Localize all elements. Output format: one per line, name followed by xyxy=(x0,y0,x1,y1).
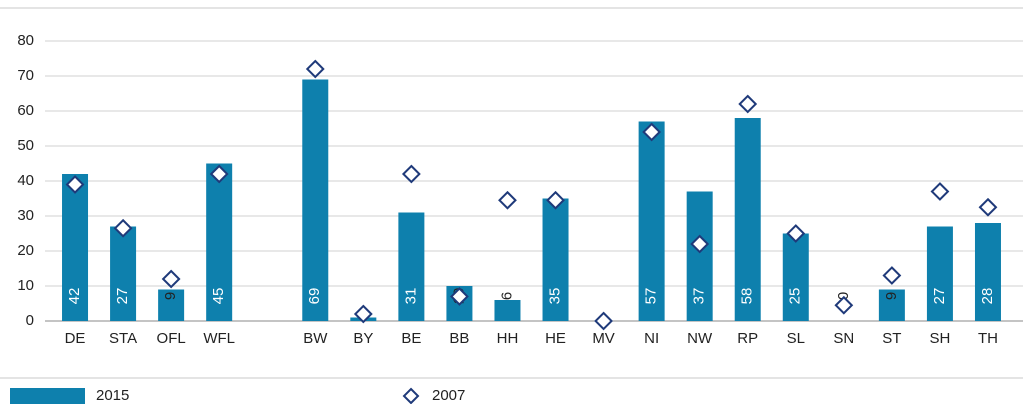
diamond-marker xyxy=(401,164,421,184)
value-label: 25 xyxy=(787,288,804,305)
y-tick-label: 30 xyxy=(17,207,34,224)
value-label: 35 xyxy=(546,288,563,305)
y-tick-label: 0 xyxy=(26,312,34,329)
legend-swatch xyxy=(402,387,420,404)
bar xyxy=(926,226,953,321)
value-label: 9 xyxy=(883,292,900,300)
value-label: 28 xyxy=(979,288,996,305)
x-tick-label: TH xyxy=(978,330,998,347)
bar xyxy=(974,223,1001,321)
x-tick-label: BW xyxy=(303,330,328,347)
value-label: 31 xyxy=(402,288,419,305)
x-tick-label: SN xyxy=(833,330,854,347)
bar xyxy=(62,174,89,321)
y-tick-label: 70 xyxy=(17,67,34,84)
x-tick-label: WFL xyxy=(203,330,235,347)
diamond-marker xyxy=(642,122,662,142)
x-tick-label: NW xyxy=(687,330,713,347)
bar xyxy=(158,289,185,321)
value-label: 0 xyxy=(835,292,852,300)
value-label: 58 xyxy=(739,288,756,305)
x-tick-label: RP xyxy=(737,330,758,347)
bar xyxy=(302,79,329,321)
value-label: 6 xyxy=(498,292,515,300)
value-label: 42 xyxy=(66,288,83,305)
diamond-marker xyxy=(882,266,902,285)
value-label: 9 xyxy=(162,292,179,300)
bar xyxy=(686,191,713,321)
y-tick-label: 80 xyxy=(17,32,34,49)
x-tick-label: DE xyxy=(65,330,86,347)
bar xyxy=(494,300,521,321)
y-tick-label: 20 xyxy=(17,242,34,259)
x-tick-label: ST xyxy=(882,330,901,347)
value-label: 27 xyxy=(114,288,131,305)
x-tick-label: HH xyxy=(497,330,519,347)
diamond-marker xyxy=(738,94,758,114)
y-tick-label: 50 xyxy=(17,137,34,154)
bar xyxy=(206,163,233,321)
x-tick-label: SL xyxy=(787,330,805,347)
diamond-marker xyxy=(786,224,806,243)
diamond-marker xyxy=(546,190,565,210)
value-label: 45 xyxy=(210,288,227,305)
x-tick-label: HE xyxy=(545,330,566,347)
y-tick-label: 40 xyxy=(17,172,34,189)
diamond-marker xyxy=(450,287,469,306)
diamond-marker xyxy=(978,197,998,217)
diamond-marker xyxy=(305,59,325,79)
bar xyxy=(638,121,665,321)
diamond-marker xyxy=(834,295,854,315)
x-tick-label: BE xyxy=(401,330,421,347)
diamond-marker xyxy=(594,311,613,331)
diamond-marker xyxy=(65,175,85,194)
diamond-marker xyxy=(161,269,181,289)
bar xyxy=(110,226,137,321)
y-tick-label: 60 xyxy=(17,102,34,119)
value-label: 69 xyxy=(306,288,323,305)
value-label: 57 xyxy=(643,288,660,305)
diamond-marker xyxy=(353,304,373,324)
legend-label: 2007 xyxy=(432,387,465,404)
bar xyxy=(542,198,569,321)
x-tick-label: OFL xyxy=(157,330,186,347)
x-tick-label: NI xyxy=(644,330,659,347)
x-tick-label: BB xyxy=(449,330,469,347)
legend-label: 2015 xyxy=(96,387,129,404)
bar xyxy=(734,118,761,321)
value-label: 37 xyxy=(691,288,708,305)
diamond-marker xyxy=(113,218,133,238)
y-tick-label: 10 xyxy=(17,277,34,294)
bar xyxy=(782,233,809,321)
x-tick-label: STA xyxy=(109,330,137,347)
diamond-marker xyxy=(498,190,517,210)
diamond-marker xyxy=(690,234,710,254)
diamond-marker xyxy=(209,164,229,184)
bar xyxy=(878,289,905,321)
value-label: 27 xyxy=(931,288,948,305)
x-tick-label: BY xyxy=(353,330,373,347)
bar xyxy=(398,212,425,321)
x-tick-label: MV xyxy=(592,330,615,347)
legend-swatch xyxy=(10,388,85,404)
x-tick-label: SH xyxy=(930,330,951,347)
diamond-marker xyxy=(930,182,950,201)
